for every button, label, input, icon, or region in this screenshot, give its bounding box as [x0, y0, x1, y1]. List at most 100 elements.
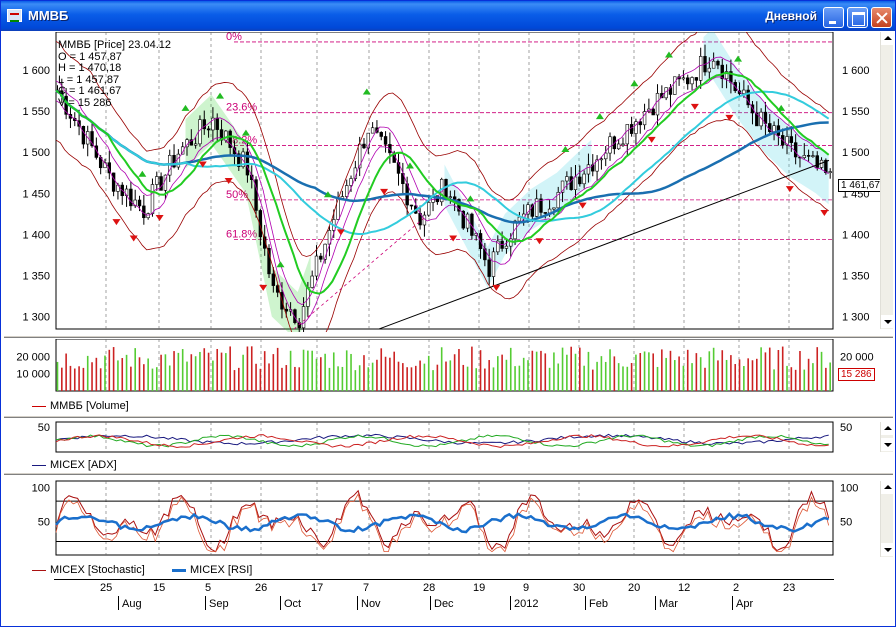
time-axis-month-separator [357, 596, 358, 610]
close-button[interactable] [871, 7, 892, 28]
fractal-up-arrow-icon [405, 162, 414, 169]
candle-body [319, 255, 323, 260]
period-label: Дневной [765, 9, 817, 23]
fractal-up-arrow-icon [241, 129, 250, 136]
ohlc-info: ММВБ [Price] 23.04.12 O = 1 457,87 H = 1… [58, 39, 171, 109]
time-axis-day-label: 25 [100, 582, 113, 594]
candle-body [189, 139, 194, 146]
candle-body [711, 60, 716, 69]
candle-body [379, 132, 383, 137]
price-tick-label-right: 1 550 [842, 106, 870, 118]
fib-level-label: 23.6% [226, 102, 257, 114]
candle-body [681, 77, 686, 80]
volume-plot-area [55, 339, 834, 392]
adx-legend: MICEX [ADX] [32, 459, 117, 471]
candle-body [180, 146, 185, 155]
fractal-down-arrow-icon [224, 177, 233, 184]
candle-body [202, 119, 206, 130]
adx-scroll-up-icon[interactable] [881, 422, 894, 435]
fractal-up-arrow-icon [595, 113, 604, 120]
candle-body [707, 67, 712, 73]
candle-body [362, 143, 366, 149]
fractal-down-arrow-icon [129, 235, 138, 242]
candle-body [258, 210, 263, 238]
time-axis-day-label: 26 [255, 582, 268, 594]
osc-scroll-down-icon[interactable] [881, 543, 894, 556]
ohlc-header: ММВБ [Price] 23.04.12 [58, 39, 171, 51]
fractal-up-arrow-icon [734, 55, 743, 62]
ohlc-low: L = 1 457,87 [58, 73, 120, 86]
minimize-button[interactable] [823, 7, 844, 28]
candle-body [720, 64, 724, 80]
volume-legend: ММВБ [Volume] [32, 400, 129, 412]
candle-body [742, 89, 746, 94]
candle-body [755, 112, 759, 127]
price-scroll-down-icon[interactable] [881, 315, 894, 328]
candle-body [133, 199, 137, 207]
fractal-down-arrow-icon [578, 202, 587, 209]
fractal-up-arrow-icon [276, 261, 285, 268]
candle-body [772, 125, 776, 132]
osc-scroll-up-icon[interactable] [881, 481, 894, 494]
candle-body [686, 77, 690, 85]
candle-body [586, 164, 591, 175]
ohlc-high: H = 1 470,18 [58, 62, 122, 74]
fractal-down-arrow-icon [492, 284, 501, 291]
candle-body [232, 147, 237, 155]
rsi-legend: MICEX [RSI] [172, 564, 252, 576]
candle-body [452, 196, 457, 200]
time-axis-day-label: 9 [523, 582, 530, 594]
candle-body [254, 179, 258, 211]
adx-scrollbar[interactable] [880, 422, 894, 452]
adx-chart[interactable]: 50 50 [4, 419, 893, 457]
volume-legend-label: ММВБ [Volume] [50, 400, 129, 412]
title-bar[interactable]: ММВБ Дневной [1, 1, 895, 31]
candle-body [409, 204, 414, 207]
price-tick-label-left: 1 600 [22, 65, 50, 77]
ichimoku-cloud [444, 139, 592, 288]
osc-tick-label-left: 100 [32, 483, 50, 495]
time-axis-month-separator [280, 596, 281, 610]
time-axis-month-label: 2012 [514, 598, 539, 610]
candle-body [137, 199, 142, 207]
candle-body [496, 240, 500, 253]
pane-splitter[interactable] [4, 335, 893, 338]
price-scrollbar[interactable] [880, 32, 894, 329]
candle-body [806, 155, 811, 157]
time-axis-month-label: Mar [659, 598, 678, 610]
price-tick-label-right: 1 300 [842, 312, 870, 324]
moving-average-short [55, 71, 830, 295]
maximize-button[interactable] [847, 7, 868, 28]
pane-splitter[interactable] [4, 472, 893, 475]
chart-app-icon[interactable] [7, 9, 22, 22]
fractal-down-arrow-icon [155, 214, 164, 221]
price-scroll-up-icon[interactable] [881, 32, 894, 45]
candle-body [129, 188, 133, 207]
adx-tick-label-right: 50 [840, 422, 852, 434]
fractal-up-arrow-icon [466, 195, 475, 202]
candle-body [565, 176, 569, 182]
bollinger-upper [55, 32, 829, 257]
candle-body [150, 184, 155, 214]
time-axis-day-label: 20 [628, 582, 641, 594]
candle-body [107, 162, 112, 174]
time-axis-month-label: Nov [361, 598, 381, 610]
candle-body [694, 77, 699, 81]
adx-scroll-down-icon[interactable] [881, 438, 894, 451]
candle-body [90, 131, 94, 147]
oscillator-chart[interactable]: 100 100 50 50 [4, 476, 893, 558]
rsi-legend-swatch [172, 568, 186, 572]
time-axis-month-separator [205, 596, 206, 610]
candle-body [789, 136, 794, 143]
pane-splitter[interactable] [4, 415, 893, 418]
volume-legend-swatch [32, 405, 46, 407]
time-axis-month-label: Oct [284, 598, 302, 610]
time-axis-month-label: Dec [434, 598, 454, 610]
osc-scrollbar[interactable] [880, 481, 894, 557]
time-axis-day-label: 2 [733, 582, 740, 594]
fractal-down-arrow-icon [725, 114, 734, 121]
candle-body [228, 130, 232, 148]
osc-tick-label-right: 50 [840, 516, 852, 528]
